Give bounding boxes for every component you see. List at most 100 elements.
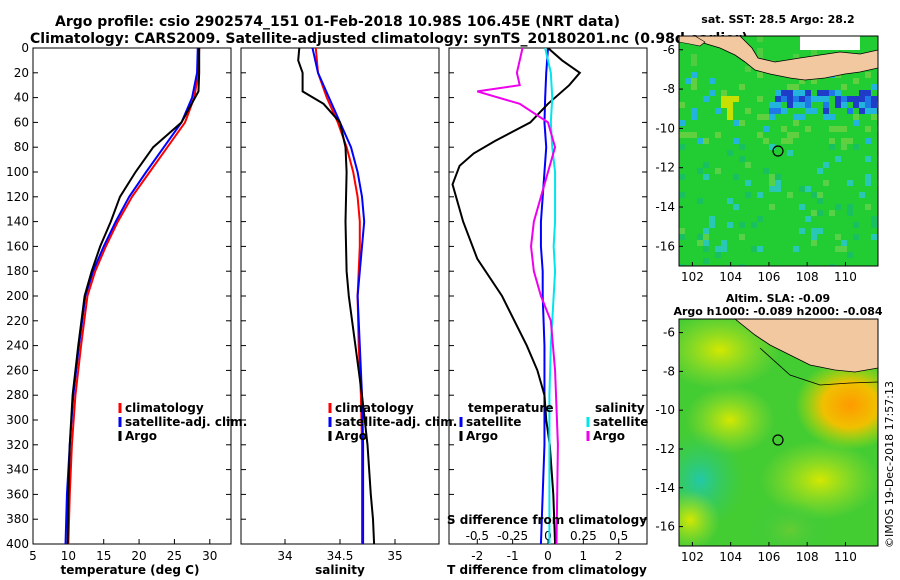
series-line-temperature-argo [451,48,582,544]
x-tick-label: 10 [61,549,76,563]
x-tick-label: 1 [580,549,588,563]
series-line-salinity-argo [477,48,559,544]
y-tick-label: 0 [21,41,29,55]
s-difference-xlabel: S difference from climatology [447,513,647,527]
map-x-tick-label: 104 [719,270,742,284]
map-x-tick-label: 108 [796,550,819,564]
legend-label: climatology [125,401,204,415]
y-tick-label: 400 [6,537,29,551]
legend-label: satellite-adj. clim. [335,415,457,429]
sst-argo-marker [772,145,784,157]
legend-label: satellite-adj. clim. [125,415,247,429]
y-tick-label: 60 [14,115,29,129]
series-line-salinity-satellite [544,48,557,544]
map-x-tick-label: 110 [834,550,857,564]
series-line-argo [66,48,201,544]
imos-credit: ©IMOS 19-Dec-2018 17:57:13 [883,381,896,548]
legend-title-salinity: salinity [595,401,645,415]
map-y-tick-label: -14 [655,200,675,214]
y-tick-label: 120 [6,190,29,204]
y-tick-label: 20 [14,66,29,80]
t-difference-xlabel: T difference from climatology [447,563,647,577]
altimetry-argo-marker [772,434,784,446]
x-tick-label: -2 [471,549,483,563]
sst-map-title: sat. SST: 28.5 Argo: 28.2 [701,13,854,26]
legend-label: Argo [466,429,498,443]
x-tick-label: 34 [277,549,292,563]
x-tick-label: 5 [29,549,37,563]
map-y-tick-label: -14 [655,481,675,495]
legend-label: Argo [335,429,367,443]
map-x-tick-label: 102 [681,550,704,564]
difference-panel [448,47,648,545]
altimetry-map [679,319,878,546]
figure-title-line2: Climatology: CARS2009. Satellite-adjuste… [30,31,748,47]
legend-label: satellite [466,415,521,429]
map-y-tick-label: -16 [655,239,675,253]
legend-label: climatology [335,401,414,415]
map-x-tick-label: 108 [796,270,819,284]
x-tick-label: 35 [387,549,402,563]
s-tick-label: -0.25 [497,529,528,543]
series-line-satellite-adj-clim- [311,48,366,544]
series-line-temperature-satellite [539,48,549,544]
y-tick-label: 100 [6,165,29,179]
sst-map [679,36,878,266]
map-y-tick-label: -16 [655,520,675,534]
map-y-tick-label: -8 [663,364,675,378]
x-tick-label: 30 [202,549,217,563]
y-tick-label: 260 [6,363,29,377]
y-tick-label: 340 [6,463,29,477]
y-tick-label: 200 [6,289,29,303]
y-tick-label: 280 [6,388,29,402]
y-tick-label: 380 [6,512,29,526]
y-tick-label: 140 [6,215,29,229]
legend-label: Argo [125,429,157,443]
map-x-tick-label: 106 [757,550,780,564]
y-tick-label: 40 [14,91,29,105]
altimetry-map-subtitle: Argo h1000: -0.089 h2000: -0.084 [673,305,882,318]
map-x-tick-label: 106 [757,270,780,284]
map-x-tick-label: 110 [834,270,857,284]
series-line-climatology [314,48,363,544]
map-y-tick-label: -10 [655,403,675,417]
s-tick-label: -0.5 [466,529,489,543]
map-y-tick-label: -12 [655,161,675,175]
map-x-tick-label: 104 [719,550,742,564]
y-tick-label: 220 [6,314,29,328]
x-tick-label: 25 [167,549,182,563]
y-tick-label: 180 [6,264,29,278]
y-tick-label: 80 [14,140,29,154]
s-tick-label: 0 [544,529,552,543]
legend-label: Argo [593,429,625,443]
temperature-panel [32,47,232,545]
map-y-tick-label: -6 [663,326,675,340]
x-tick-label: -1 [507,549,519,563]
series-line-argo [297,48,376,544]
map-y-tick-label: -6 [663,43,675,57]
x-tick-label: 34.5 [327,549,354,563]
x-tick-label: 20 [131,549,146,563]
y-tick-label: 360 [6,487,29,501]
altimetry-map-title: Altim. SLA: -0.09 [726,292,830,305]
x-tick-label: 0 [544,549,552,563]
s-tick-label: 0.25 [570,529,597,543]
y-tick-label: 160 [6,239,29,253]
y-tick-label: 320 [6,438,29,452]
map-y-tick-label: -10 [655,121,675,135]
s-tick-label: 0.5 [609,529,628,543]
temperature-xlabel: temperature (deg C) [61,563,200,577]
salinity-xlabel: salinity [315,563,365,577]
y-tick-label: 240 [6,339,29,353]
legend-title-temperature: temperature [468,401,553,415]
figure-title-line1: Argo profile: csio 2902574_151 01-Feb-20… [55,14,620,30]
map-x-tick-label: 102 [681,270,704,284]
map-y-tick-label: -8 [663,82,675,96]
x-tick-label: 15 [96,549,111,563]
series-line-climatology [67,48,201,544]
map-y-tick-label: -12 [655,442,675,456]
x-tick-label: 2 [615,549,623,563]
y-tick-label: 300 [6,413,29,427]
legend-label: satellite [593,415,648,429]
